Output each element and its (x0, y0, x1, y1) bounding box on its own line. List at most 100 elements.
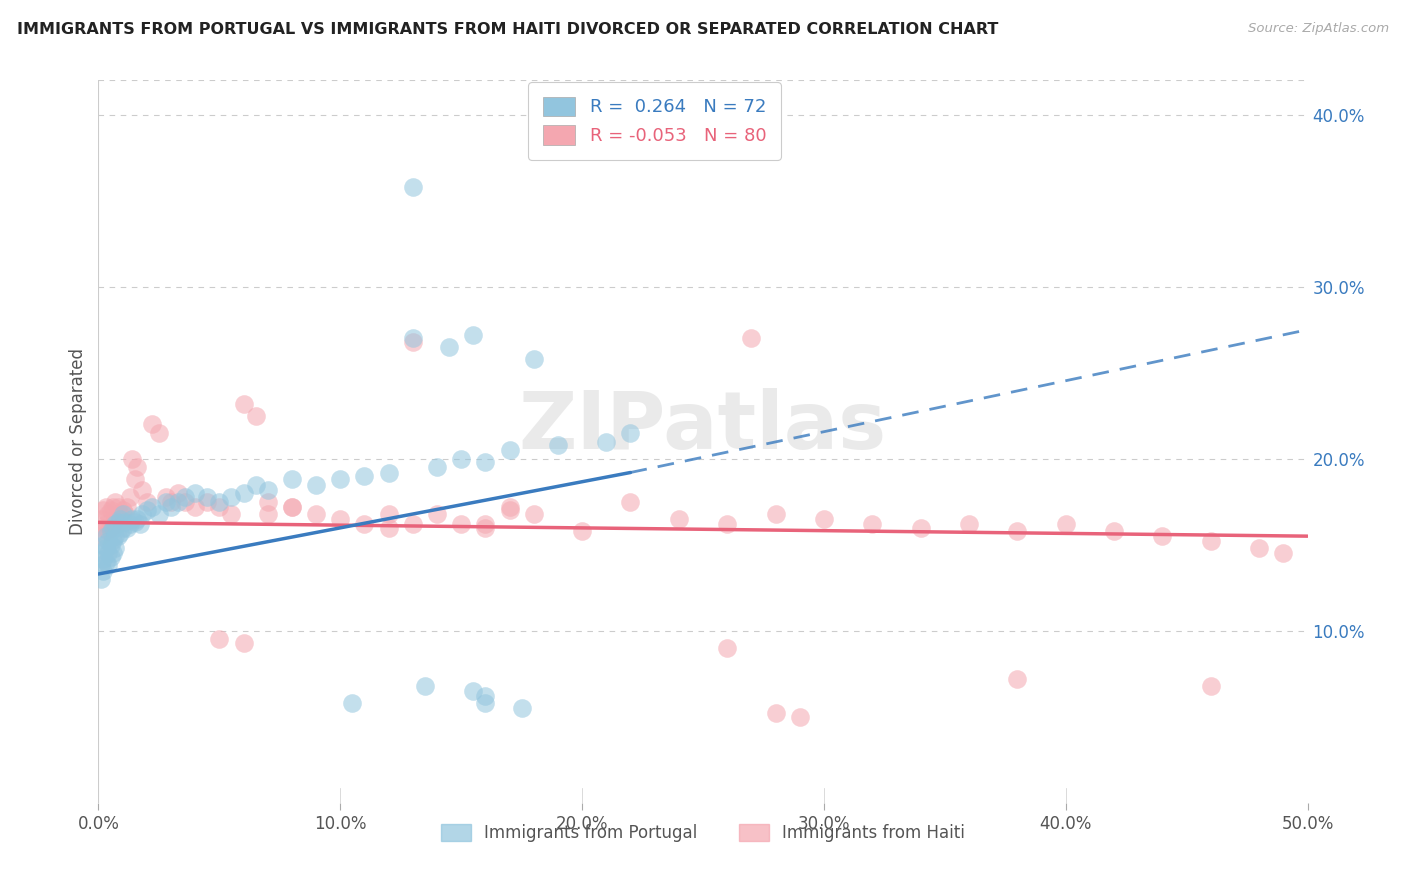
Point (281, 472, 304, 486)
Point (232, 486, 254, 500)
Point (97, 524, 120, 538)
Point (256, 494, 278, 508)
Point (111, 520, 134, 534)
Point (135, 494, 157, 508)
Text: ZIPatlas: ZIPatlas (519, 388, 887, 467)
Point (619, 494, 641, 508)
Point (97, 507, 120, 521)
Point (104, 529, 127, 543)
Point (100, 549, 122, 564)
Point (155, 490, 177, 504)
Text: IMMIGRANTS FROM PORTUGAL VS IMMIGRANTS FROM HAITI DIVORCED OR SEPARATED CORRELAT: IMMIGRANTS FROM PORTUGAL VS IMMIGRANTS F… (17, 22, 998, 37)
Point (118, 517, 141, 532)
Point (450, 517, 472, 532)
Point (184, 486, 207, 500)
Point (510, 701, 533, 715)
Legend: Immigrants from Portugal, Immigrants from Haiti: Immigrants from Portugal, Immigrants fro… (434, 817, 972, 848)
Point (1249, 541, 1271, 556)
Point (498, 503, 520, 517)
Point (232, 636, 254, 650)
Point (1007, 672, 1029, 686)
Point (101, 533, 124, 547)
Point (498, 500, 520, 514)
Point (90, 512, 112, 526)
Point (91, 520, 114, 534)
Point (167, 486, 190, 500)
Point (94, 529, 117, 543)
Point (1152, 529, 1174, 543)
Point (117, 500, 139, 514)
Point (208, 494, 231, 508)
Point (402, 334, 425, 349)
Point (305, 507, 328, 521)
Point (90, 572, 112, 586)
Point (547, 438, 569, 452)
Point (127, 460, 149, 475)
Point (117, 520, 139, 534)
Point (195, 494, 218, 508)
Point (91, 503, 114, 517)
Point (94, 500, 117, 514)
Point (101, 520, 124, 534)
Point (716, 517, 738, 532)
Point (353, 517, 375, 532)
Point (111, 503, 134, 517)
Point (232, 397, 254, 411)
Point (91, 538, 114, 552)
Point (305, 477, 328, 491)
Point (100, 520, 122, 534)
Point (765, 706, 787, 721)
Point (342, 696, 364, 710)
Point (1102, 524, 1125, 538)
Point (104, 494, 127, 508)
Point (256, 507, 278, 521)
Point (329, 512, 352, 526)
Point (104, 517, 127, 532)
Point (1272, 546, 1295, 560)
Point (108, 507, 131, 521)
Point (619, 425, 641, 440)
Point (208, 632, 231, 647)
Point (148, 425, 170, 440)
Point (100, 524, 122, 538)
Point (377, 520, 399, 534)
Point (523, 351, 546, 366)
Point (195, 490, 218, 504)
Point (141, 500, 163, 514)
Point (118, 490, 141, 504)
Point (167, 494, 190, 508)
Point (402, 517, 425, 532)
Point (101, 517, 124, 532)
Point (437, 340, 460, 354)
Point (571, 524, 593, 538)
Point (329, 472, 352, 486)
Point (474, 696, 496, 710)
Point (245, 477, 267, 491)
Point (108, 525, 131, 540)
Point (463, 327, 485, 342)
Point (107, 529, 129, 543)
Point (221, 490, 243, 504)
Point (256, 483, 278, 497)
Point (127, 512, 149, 526)
Point (97, 546, 120, 560)
Point (107, 517, 129, 532)
Point (1199, 534, 1222, 549)
Point (121, 451, 143, 466)
Point (1199, 679, 1222, 693)
Point (498, 443, 520, 458)
Point (97, 558, 120, 573)
Point (100, 503, 122, 517)
Point (474, 455, 496, 469)
Point (135, 503, 157, 517)
Y-axis label: Divorced or Separated: Divorced or Separated (69, 348, 87, 535)
Point (221, 507, 243, 521)
Point (101, 546, 124, 560)
Point (1007, 524, 1029, 538)
Point (474, 520, 496, 534)
Point (426, 460, 449, 475)
Point (523, 507, 546, 521)
Point (245, 409, 267, 423)
Point (90, 558, 112, 573)
Point (426, 507, 449, 521)
